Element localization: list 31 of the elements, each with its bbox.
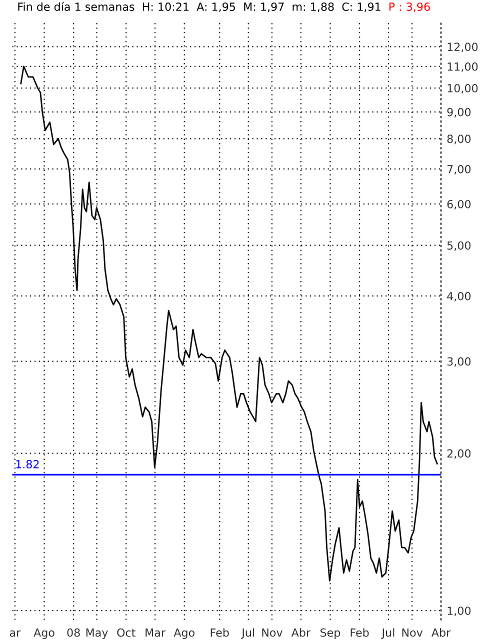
y-tick-label: 12,00 [448,42,478,52]
y-tick-label: 2,00 [447,449,471,459]
y-tick-label: 5,00 [447,241,471,251]
x-tick-label: Nov [262,628,282,637]
x-tick-label: 08 [67,628,80,637]
y-tick-label: 10,00 [448,84,478,94]
x-tick-label: Sep [320,628,340,639]
x-tick-label: Abr [431,628,451,637]
x-tick-label: Feb [350,628,369,637]
x-tick-label: Ago [34,628,54,639]
x-tick-label: ar [10,630,21,637]
y-tick-label: 11,00 [448,62,478,72]
y-tick-label: 8,00 [447,134,471,144]
chart-title: Fin de día 1 semanas H: 10:21 A: 1,95 M: 1,97 m: 1,88 C: 1,91 [18,2,380,12]
y-tick-label: 9,00 [447,108,471,118]
y-tick-label: 1,00 [448,606,471,616]
y-tick-label: 6,00 [447,200,471,210]
x-tick-label: Oct [117,628,136,637]
x-tick-label: Mar [146,628,166,637]
x-tick-label: Feb [210,628,229,637]
y-tick-label: 7,00 [447,164,471,174]
x-tick-label: Abr [291,628,311,637]
x-tick-label: Jul [241,628,254,639]
x-tick-label: Nov [402,628,423,637]
text: P : 3,96 [389,2,430,12]
ref-line-label: 1.82 [16,460,39,468]
y-tick-label: 4,00 [447,292,471,302]
x-tick-label: Jul [381,628,394,639]
x-tick-label: Ago [174,628,194,639]
y-tick-label: 3,00 [447,357,471,367]
x-tick-label: May [86,628,108,639]
